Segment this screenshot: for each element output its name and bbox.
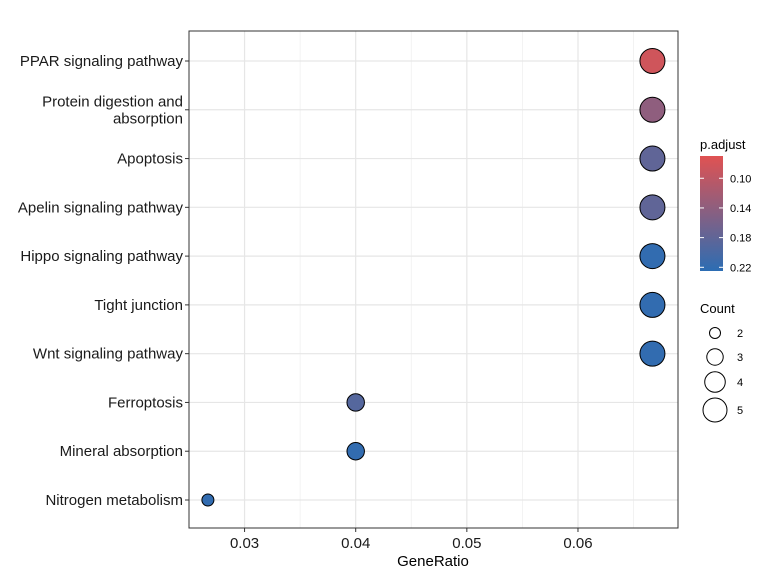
color-tick-label: 0.22 <box>730 262 751 274</box>
size-legend-key <box>702 397 728 423</box>
size-legend-title: Count <box>700 301 735 316</box>
color-legend-title: p.adjust <box>700 137 746 152</box>
size-legend-label: 5 <box>737 405 743 417</box>
y-axis: PPAR signaling pathway Protein digestion … <box>18 53 189 509</box>
y-tick-label: Hippo signaling pathway <box>20 248 183 265</box>
x-axis-title: GeneRatio <box>397 553 469 570</box>
size-legend-label: 2 <box>737 328 743 340</box>
x-axis: 0.03 0.04 0.05 0.06 <box>230 528 593 552</box>
data-point <box>346 393 365 412</box>
size-legend: Count 2 3 4 5 <box>700 301 743 423</box>
size-legend-label: 3 <box>737 352 743 364</box>
size-legend-label: 4 <box>737 377 743 389</box>
y-tick-label: Wnt signaling pathway <box>33 346 184 363</box>
data-point <box>639 96 666 123</box>
data-point <box>346 441 365 461</box>
plot-panel <box>188 30 679 529</box>
y-tick-label: Nitrogen metabolism <box>45 492 183 509</box>
y-tick-label: Tight junction <box>94 297 183 314</box>
size-legend-key <box>706 348 724 366</box>
data-point <box>639 291 666 318</box>
data-point <box>639 340 666 367</box>
data-point <box>201 493 215 507</box>
color-bar <box>700 156 723 271</box>
data-point <box>639 194 666 221</box>
y-tick-label: Apelin signaling pathway <box>18 199 184 216</box>
x-tick-label: 0.03 <box>230 535 259 552</box>
y-tick-label: Mineral absorption <box>60 443 183 460</box>
data-points <box>201 48 666 507</box>
y-tick-label: Ferroptosis <box>108 394 183 411</box>
y-tick-label: Apoptosis <box>117 151 183 168</box>
y-tick-label: PPAR signaling pathway <box>20 53 184 70</box>
y-tick-label: Protein digestion and <box>42 93 183 110</box>
color-tick-label: 0.14 <box>730 203 751 215</box>
data-point <box>639 243 666 270</box>
y-tick-label: absorption <box>113 110 183 127</box>
x-tick-label: 0.05 <box>452 535 481 552</box>
size-legend-key <box>704 371 726 393</box>
x-tick-label: 0.04 <box>341 535 370 552</box>
data-point <box>639 48 666 74</box>
data-point <box>639 145 666 172</box>
color-tick-label: 0.10 <box>730 173 751 185</box>
grid-lines <box>189 31 678 528</box>
x-tick-label: 0.06 <box>563 535 592 552</box>
color-tick-label: 0.18 <box>730 233 751 245</box>
color-legend: p.adjust 0.10 0.14 0.18 0.22 <box>700 137 751 274</box>
size-legend-key <box>709 327 721 339</box>
